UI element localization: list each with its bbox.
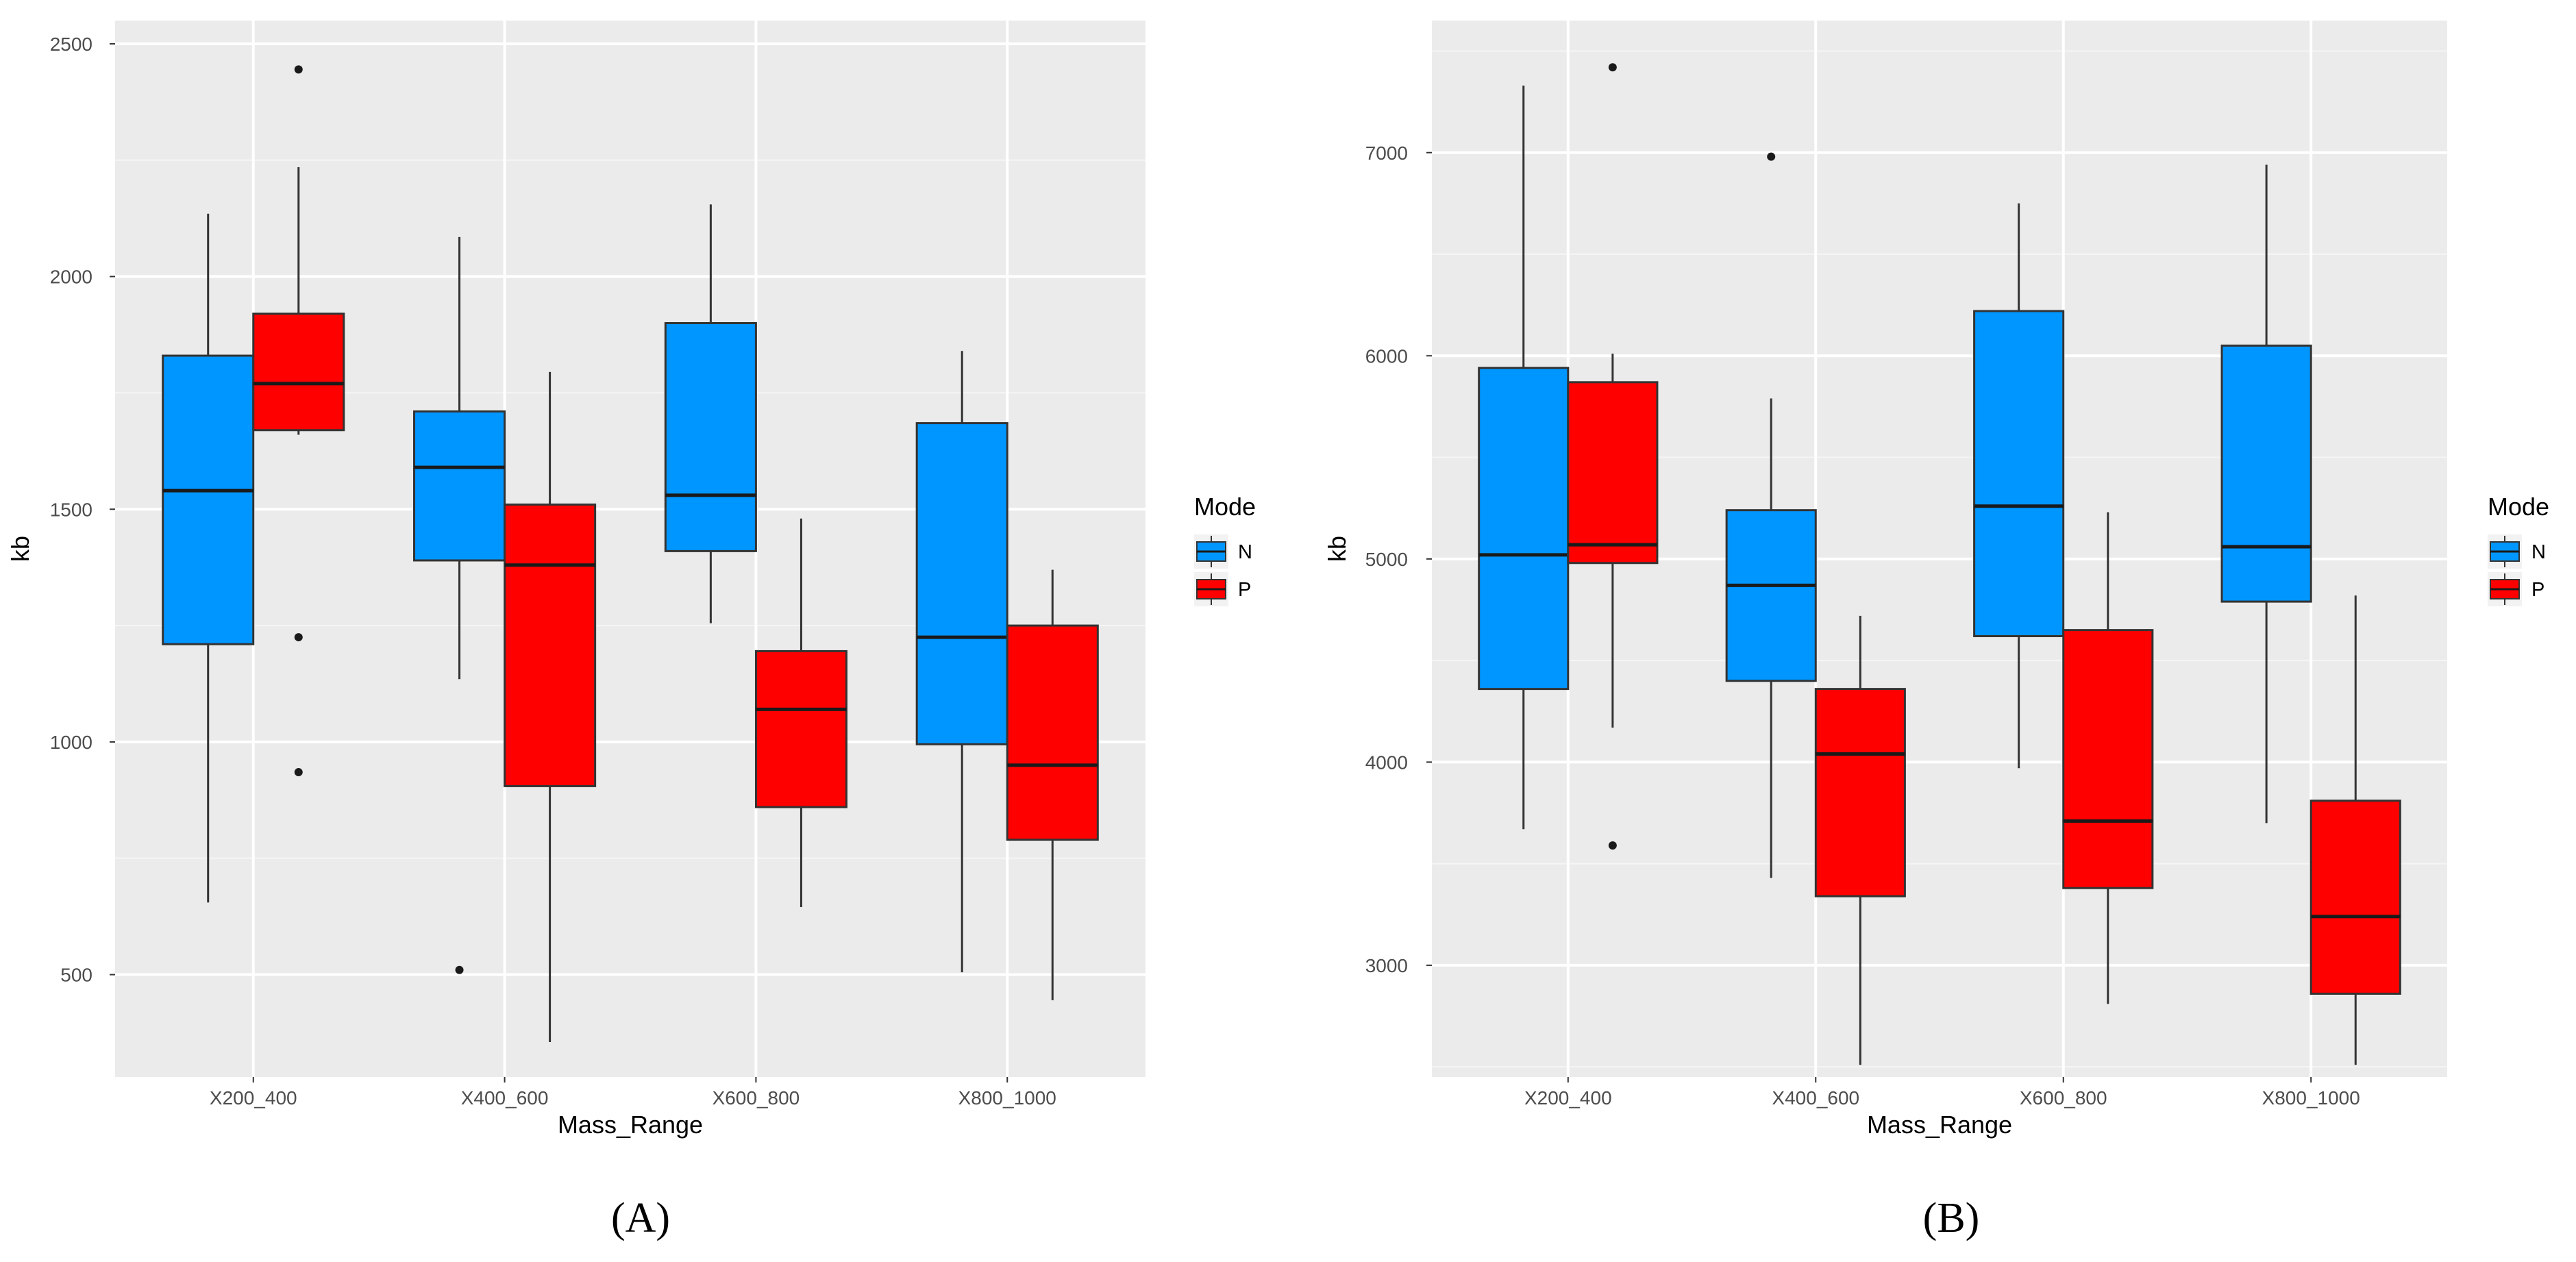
box-iqr (1973, 310, 2065, 638)
y-tick-label: 2500 (50, 34, 92, 55)
box-n-x800_1000 (915, 351, 1008, 973)
box-iqr (1725, 509, 1817, 682)
box-p-x200_400 (252, 65, 345, 777)
box-iqr (2309, 800, 2401, 995)
box-n-x600_800 (1973, 203, 2065, 769)
y-tick-label: 7000 (1365, 143, 1408, 164)
y-tick-label: 1000 (50, 732, 92, 753)
legend-label-p: P (1238, 579, 1251, 601)
y-axis-title: kb (6, 536, 34, 562)
box-n-x800_1000 (2220, 164, 2312, 824)
box-iqr (1814, 688, 1906, 898)
outlier-point (294, 633, 303, 642)
y-tick-label: 3000 (1365, 955, 1408, 976)
x-tick-label: X200_400 (210, 1087, 297, 1109)
outlier-point (455, 965, 464, 974)
legend: Mode NP (2488, 493, 2549, 606)
y-tick-label: 4000 (1365, 752, 1408, 773)
x-tick-label: X800_1000 (2262, 1087, 2360, 1109)
legend-label-p: P (2531, 579, 2544, 601)
box-n-x400_600 (1725, 152, 1817, 878)
y-tick-label: 2000 (50, 267, 92, 288)
x-tick-label: X800_1000 (958, 1087, 1056, 1109)
box-iqr (915, 422, 1008, 745)
outlier-point (1608, 841, 1617, 850)
box-n-x400_600 (413, 236, 506, 974)
box-p-x800_1000 (1006, 569, 1099, 1000)
box-p-x400_600 (504, 371, 597, 1043)
legend: Mode NP (1194, 493, 1256, 606)
x-tick-label: X600_800 (2020, 1087, 2107, 1109)
panel-label: (B) (1923, 1195, 1980, 1241)
box-iqr (504, 503, 597, 787)
x-tick-label: X600_800 (713, 1087, 800, 1109)
box-p-x600_800 (754, 518, 847, 908)
y-tick-label: 6000 (1365, 345, 1408, 367)
y-axis-title: kb (1323, 536, 1351, 562)
box-iqr (664, 322, 757, 552)
legend-title: Mode (1194, 493, 1256, 521)
box-iqr (162, 354, 255, 645)
chart-panel-b: 3000 4000 5000 6000 7000 X200_400 X400_600 X600… (1323, 21, 2549, 1241)
box-p-x800_1000 (2309, 595, 2401, 1065)
x-axis-title: Mass_Range (558, 1111, 703, 1139)
x-tick-label: X200_400 (1524, 1087, 1612, 1109)
chart-panel-a: 500 1000 1500 2000 2500 X200_400 X400_600 X600_… (6, 21, 1256, 1241)
y-tick-label: 5000 (1365, 549, 1408, 570)
box-iqr (252, 312, 345, 432)
legend-label-n: N (1238, 541, 1252, 563)
box-p-x600_800 (2062, 512, 2154, 1004)
box-iqr (1478, 367, 1570, 691)
box-n-x200_400 (1478, 85, 1570, 830)
box-n-x600_800 (664, 204, 757, 623)
outlier-point (294, 65, 303, 74)
y-tick-label: 500 (60, 965, 92, 986)
box-iqr (2220, 344, 2312, 603)
box-iqr (1567, 381, 1659, 565)
legend-label-n: N (2531, 541, 2546, 563)
outlier-point (1608, 63, 1617, 72)
outlier-point (1767, 152, 1776, 161)
box-p-x200_400 (1567, 63, 1659, 850)
box-iqr (1006, 624, 1099, 841)
x-tick-label: X400_600 (461, 1087, 549, 1109)
box-iqr (413, 410, 506, 562)
box-n-x200_400 (162, 213, 255, 903)
box-iqr (2062, 629, 2154, 889)
panel-label: (A) (611, 1195, 670, 1241)
y-tick-label: 1500 (50, 499, 92, 520)
outlier-point (294, 768, 303, 777)
legend-title: Mode (2488, 493, 2549, 521)
x-tick-label: X400_600 (1772, 1087, 1859, 1109)
box-p-x400_600 (1814, 615, 1906, 1065)
x-axis-title: Mass_Range (1867, 1111, 2012, 1139)
box-iqr (754, 649, 847, 808)
